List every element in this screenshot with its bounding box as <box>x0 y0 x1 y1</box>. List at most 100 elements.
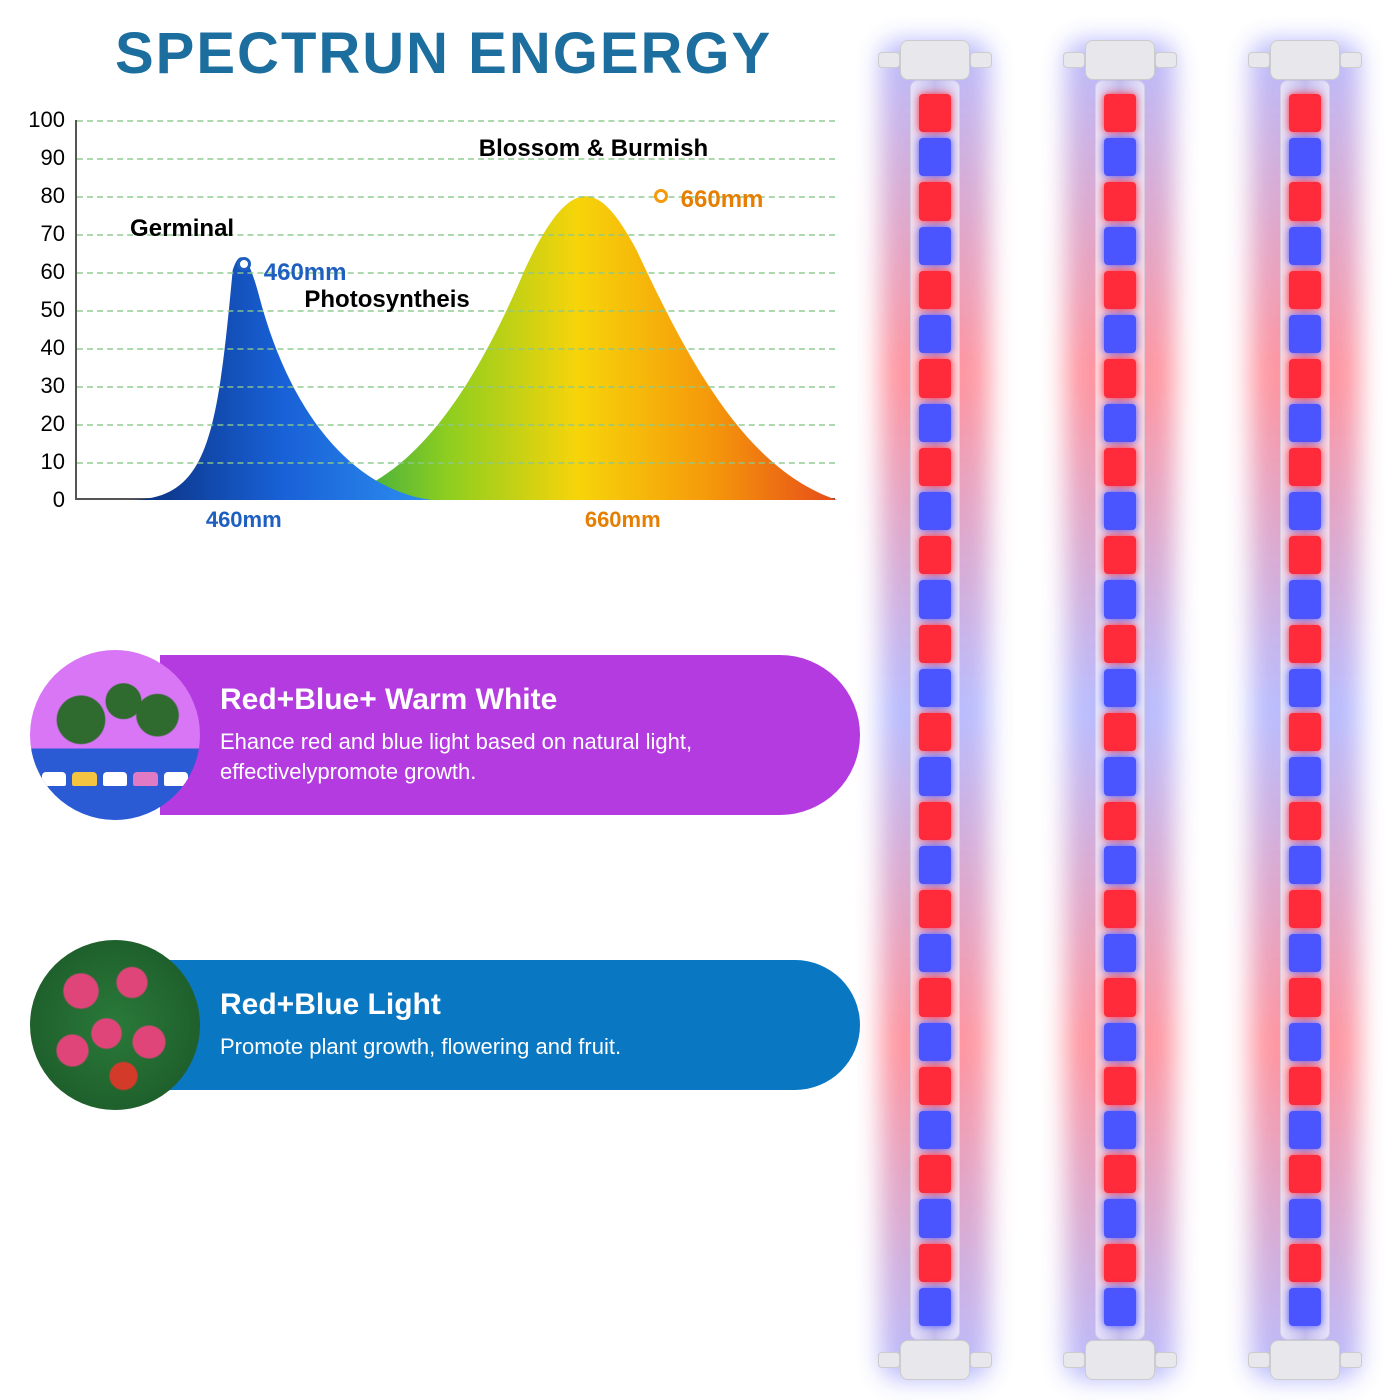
tube-body <box>910 80 960 1340</box>
led-chip <box>919 802 951 840</box>
card-title: Red+Blue+ Warm White <box>220 683 810 717</box>
led-chip <box>1104 227 1136 265</box>
chart-marker-label: 460mm <box>264 259 347 287</box>
led-chip <box>1289 802 1321 840</box>
led-chip <box>1104 492 1136 530</box>
tube-cap <box>900 40 970 80</box>
chart-annotation: Blossom & Burmish <box>479 135 708 163</box>
led-chip <box>1289 978 1321 1016</box>
led-chip <box>919 580 951 618</box>
led-chip <box>919 934 951 972</box>
chart-annotation: Photosyntheis <box>304 286 469 314</box>
led-chip <box>1289 1199 1321 1237</box>
led-chip <box>1104 669 1136 707</box>
led-chip <box>919 271 951 309</box>
gridline <box>77 120 835 122</box>
tube-mount-tab <box>1155 1352 1177 1368</box>
led-chip <box>1289 580 1321 618</box>
tube-cap <box>1085 1340 1155 1380</box>
tube-mount-tab <box>1340 52 1362 68</box>
tube-mount-tab <box>878 52 900 68</box>
y-tick: 0 <box>53 487 65 513</box>
tube-cap <box>1085 40 1155 80</box>
tube-mount-tab <box>1248 1352 1270 1368</box>
led-chip <box>1289 934 1321 972</box>
led-chip <box>1289 1023 1321 1061</box>
card-image <box>30 940 200 1110</box>
led-chip <box>1104 182 1136 220</box>
led-chip <box>1289 1111 1321 1149</box>
led-chip <box>1104 625 1136 663</box>
led-chip <box>919 315 951 353</box>
spectrum-chart: 0102030405060708090100 460mm660mmGermina… <box>20 120 850 560</box>
led-chip <box>1104 934 1136 972</box>
led-chip <box>1289 1067 1321 1105</box>
led-chip <box>1289 1155 1321 1193</box>
led-chip <box>1104 978 1136 1016</box>
led-chip <box>1289 757 1321 795</box>
led-chip <box>1289 404 1321 442</box>
led-chip <box>1289 94 1321 132</box>
y-tick: 70 <box>41 221 65 247</box>
tube-cap <box>900 1340 970 1380</box>
led-chip <box>919 359 951 397</box>
x-axis-label: 460mm <box>206 507 282 533</box>
card-image <box>30 650 200 820</box>
card-body: Red+Blue+ Warm WhiteEhance red and blue … <box>160 655 860 814</box>
led-chip <box>1289 846 1321 884</box>
tube-mount-tab <box>878 1352 900 1368</box>
led-tube <box>1250 40 1360 1380</box>
led-chip <box>1104 1244 1136 1282</box>
led-chip <box>919 182 951 220</box>
info-card: Red+Blue+ Warm WhiteEhance red and blue … <box>30 650 860 820</box>
led-chip <box>919 1199 951 1237</box>
led-chip <box>1289 315 1321 353</box>
led-chip <box>919 448 951 486</box>
card-body: Red+Blue LightPromote plant growth, flow… <box>160 960 860 1090</box>
led-chip <box>919 846 951 884</box>
gridline <box>77 424 835 426</box>
led-chip <box>1104 359 1136 397</box>
led-chip <box>1289 448 1321 486</box>
y-tick: 100 <box>28 107 65 133</box>
led-chip <box>1289 713 1321 751</box>
led-chip <box>1104 713 1136 751</box>
card-description: Promote plant growth, flowering and frui… <box>220 1032 810 1062</box>
gridline <box>77 386 835 388</box>
chart-plot: 460mm 660mm Germinal Blossom & Burmish Photo… <box>75 120 835 500</box>
tube-body <box>1280 80 1330 1340</box>
tube-mount-tab <box>1155 52 1177 68</box>
chart-annotation: Germinal <box>130 215 234 243</box>
y-axis: 0102030405060708090100 <box>20 120 70 500</box>
led-chip <box>919 978 951 1016</box>
led-chip <box>919 94 951 132</box>
chart-marker-label: 660mm <box>681 186 764 214</box>
led-chip <box>919 1023 951 1061</box>
led-chip <box>1289 625 1321 663</box>
gridline <box>77 158 835 160</box>
led-chip <box>919 757 951 795</box>
led-chip <box>1289 536 1321 574</box>
led-chip <box>919 1155 951 1193</box>
led-tube <box>1065 40 1175 1380</box>
led-chip <box>1289 1288 1321 1326</box>
led-chip <box>1104 890 1136 928</box>
y-tick: 20 <box>41 411 65 437</box>
gridline <box>77 272 835 274</box>
led-chip <box>1104 1067 1136 1105</box>
led-chip <box>1289 669 1321 707</box>
tube-mount-tab <box>1340 1352 1362 1368</box>
tube-mount-tab <box>1063 1352 1085 1368</box>
led-chip <box>1289 1244 1321 1282</box>
led-chip <box>1289 359 1321 397</box>
led-chip <box>919 536 951 574</box>
led-chip <box>1104 1155 1136 1193</box>
led-chip <box>1104 536 1136 574</box>
led-chip <box>1104 448 1136 486</box>
led-tubes <box>880 40 1360 1380</box>
page-title: SPECTRUN ENGERGY <box>115 20 772 87</box>
led-chip <box>1104 757 1136 795</box>
tube-mount-tab <box>970 1352 992 1368</box>
y-tick: 10 <box>41 449 65 475</box>
led-chip <box>1104 1288 1136 1326</box>
